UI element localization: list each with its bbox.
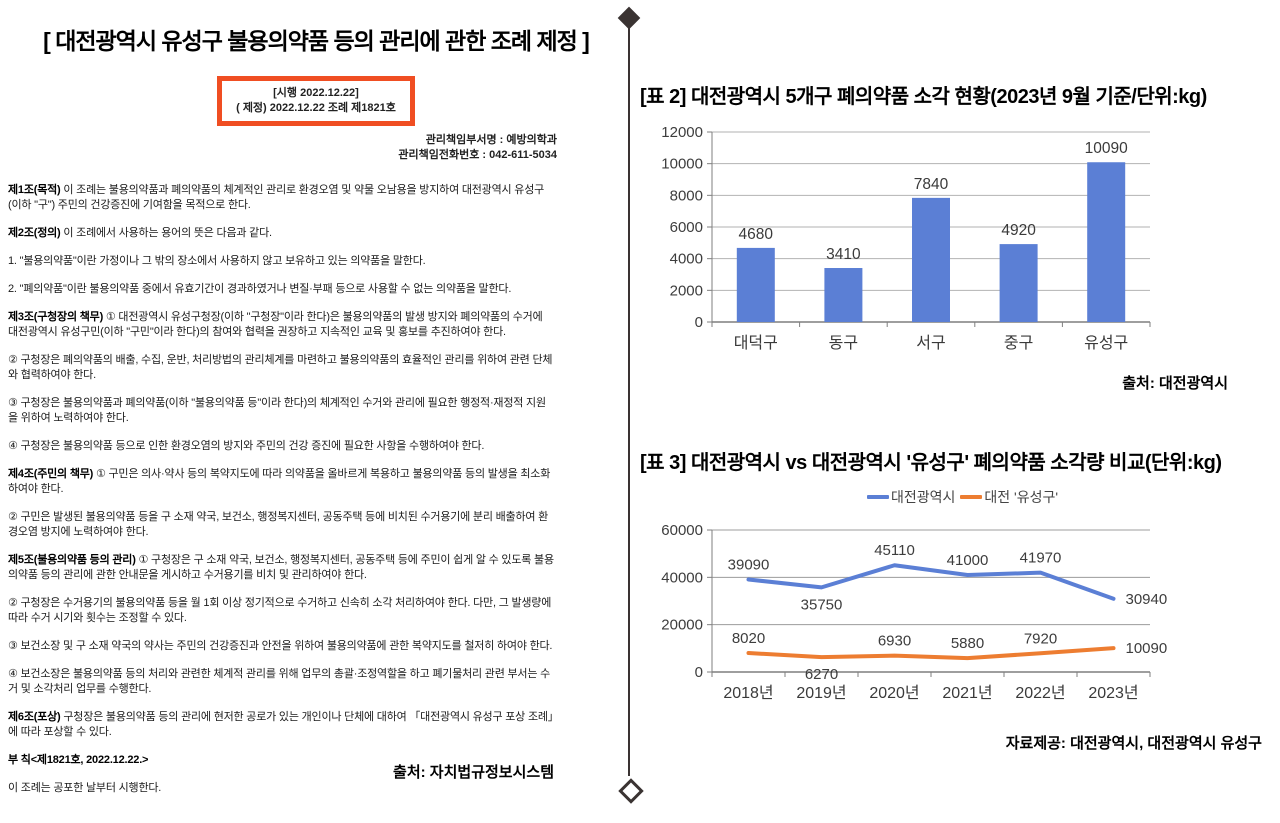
ordinance-article: 제5조(불용의약품 등의 관리) ① 구청장은 구 소재 약국, 보건소, 행정…: [8, 554, 554, 581]
line-chart-legend: 대전광역시 대전 '유성구': [640, 487, 1280, 507]
y-axis-label: 2000: [670, 282, 703, 299]
y-axis-label: 20000: [661, 617, 703, 634]
point-label: 30940: [1126, 591, 1168, 608]
bar-value-label: 4680: [739, 226, 774, 243]
y-axis-label: 4000: [670, 251, 703, 268]
divider-line: [628, 28, 630, 776]
x-axis-label: 2021년: [942, 684, 992, 702]
ordinance-document: [ 대전광역시 유성구 불용의약품 등의 관리에 관한 조례 제정 ] [시행 …: [8, 0, 624, 809]
y-axis-label: 0: [695, 664, 703, 681]
point-label: 41000: [947, 552, 989, 569]
ordinance-clause: ② 구청장은 수거용기의 불용의약품 등을 월 1회 이상 정기적으로 수거하고…: [8, 597, 552, 624]
y-axis-label: 10000: [661, 156, 703, 173]
article-label: 제6조(포상): [8, 711, 61, 723]
ordinance-clause: 1. "불용의약품"이란 가정이나 그 밖의 장소에서 사용하지 않고 보유하고…: [8, 255, 426, 267]
point-label: 6270: [805, 666, 838, 683]
x-axis-label: 서구: [916, 334, 945, 352]
ordinance-article: 제1조(목적) 이 조례는 불용의약품과 폐의약품의 체계적인 관리로 환경오염…: [8, 184, 545, 211]
y-axis-label: 6000: [670, 219, 703, 236]
ordinance-clause: ④ 보건소장은 불용의약품 등의 처리와 관련한 체계적 관리를 위해 업무의 …: [8, 668, 551, 695]
article-label: 제3조(구청장의 책무): [8, 311, 104, 323]
bar-chart-source: 출처: 대전광역시: [1122, 375, 1228, 392]
x-axis-label: 2022년: [1015, 684, 1065, 702]
point-label: 35750: [801, 596, 843, 613]
ordinance-clause: ④ 구청장은 불용의약품 등으로 인한 환경오염의 방지와 주민의 건강 증진에…: [8, 440, 485, 452]
ordinance-clause: 2. "폐의약품"이란 불용의약품 중에서 유효기간이 경과하였거나 변질·부패…: [8, 283, 512, 295]
point-label: 39090: [728, 556, 770, 573]
article-label: 부 칙<제1821호, 2022.12.22.>: [8, 754, 149, 766]
article-label: 제5조(불용의약품 등의 관리): [8, 554, 136, 566]
ordinance-clause: ③ 보건소장 및 구 소재 약국의 약사는 주민의 건강증진과 안전을 위하여 …: [8, 640, 553, 652]
legend-dash-icon: [960, 495, 983, 499]
bar-value-label: 4920: [1001, 222, 1036, 239]
point-label: 10090: [1126, 640, 1168, 657]
bar-서구: [912, 197, 950, 322]
dept-phone: 관리책임전화번호 : 042-611-5034: [398, 149, 557, 161]
stamp-line-enforce: [시행 2022.12.22]: [273, 87, 359, 99]
article-label: 제2조(정의): [8, 227, 61, 239]
article-label: 제4조(주민의 책무): [8, 468, 94, 480]
bar-동구: [824, 268, 863, 322]
document-source: 출처: 자치법규정보시스템: [393, 764, 554, 781]
y-axis-label: 40000: [661, 569, 703, 586]
bar-value-label: 7840: [914, 176, 949, 193]
x-axis-label: 유성구: [1084, 334, 1128, 352]
line-chart-title: [표 3] 대전광역시 vs 대전광역시 '유성구' 폐의약품 소각량 비교(단…: [640, 452, 1222, 474]
bar-유성구: [1087, 162, 1126, 322]
ordinance-article: 제6조(포상) 구청장은 불용의약품 등의 관리에 현저한 공로가 있는 개인이…: [8, 711, 554, 738]
x-axis-label: 대덕구: [734, 334, 778, 352]
ordinance-body: 제1조(목적) 이 조례는 불용의약품과 폐의약품의 체계적인 관리로 환경오염…: [8, 183, 554, 796]
ordinance-article: 제4조(주민의 책무) ① 구민은 의사·약사 등의 복약지도에 따라 의약품을…: [8, 468, 551, 495]
page-title: [ 대전광역시 유성구 불용의약품 등의 관리에 관한 조례 제정 ]: [43, 28, 590, 54]
bar-대덕구: [736, 247, 775, 322]
series-line-대전 '유성구': [746, 646, 1116, 661]
point-label: 7920: [1024, 630, 1057, 647]
bar-중구: [999, 244, 1038, 322]
point-label: 41970: [1020, 550, 1062, 567]
ordinance-article: 부 칙<제1821호, 2022.12.22.>: [8, 753, 554, 768]
legend-label: 대전 '유성구': [984, 489, 1059, 505]
ordinance-clause: 이 조례는 공포한 날부터 시행한다.: [8, 782, 162, 794]
line-chart-source: 자료제공: 대전광역시, 대전광역시 유성구: [1005, 735, 1262, 752]
y-axis-label: 60000: [661, 522, 703, 539]
y-axis-label: 0: [695, 314, 703, 331]
article-label: 제1조(목적): [8, 184, 61, 196]
ordinance-article: 제2조(정의) 이 조례에서 사용하는 용어의 뜻은 다음과 같다.: [8, 227, 272, 239]
point-label: 8020: [732, 630, 765, 647]
x-axis-label: 중구: [1004, 335, 1033, 352]
legend-dash-icon: [866, 495, 889, 499]
line-chart: 0 20000 40000 60000 2018년 2019년 2020년 2021년 2022…: [661, 522, 1168, 702]
ordinance-clause: ② 구청장은 폐의약품의 배출, 수집, 운반, 처리방법의 관리체계를 마련하…: [8, 354, 553, 381]
legend-label: 대전광역시: [890, 489, 956, 505]
point-label: 6930: [878, 633, 911, 650]
ordinance-clause: ② 구민은 발생된 불용의약품 등을 구 소재 약국, 보건소, 행정복지센터,…: [8, 511, 549, 538]
x-axis-label: 2019년: [796, 684, 846, 702]
x-axis-label: 2020년: [869, 684, 919, 702]
stamp-line-enacted: ( 제정) 2022.12.22 조례 제1821호: [236, 102, 396, 114]
point-label: 45110: [874, 542, 915, 559]
bar-value-label: 3410: [826, 246, 861, 263]
x-axis-label: 2023년: [1088, 684, 1138, 702]
dept-info: 관리책임부서명 : 예방의학과 관리책임전화번호 : 042-611-5034: [8, 133, 624, 163]
dept-name: 관리책임부서명 : 예방의학과: [425, 134, 557, 146]
stamp-box: [시행 2022.12.22] ( 제정) 2022.12.22 조례 제182…: [217, 76, 415, 126]
ordinance-clause: ③ 구청장은 불용의약품과 폐의약품(이하 "불용의약품 등"이라 한다)의 체…: [8, 397, 546, 424]
x-axis-label: 2018년: [723, 684, 773, 702]
point-label: 5880: [951, 635, 984, 652]
series-line-대전광역시: [746, 563, 1116, 601]
ordinance-article: 제3조(구청장의 책무) ① 대전광역시 유성구청장(이하 "구청장"이라 한다…: [8, 311, 543, 338]
bar-chart-title: [표 2] 대전광역시 5개구 폐의약품 소각 현황(2023년 9월 기준/단…: [640, 86, 1207, 108]
charts-panel: [표 2] 대전광역시 5개구 폐의약품 소각 현황(2023년 9월 기준/단…: [640, 0, 1280, 823]
bar-chart: 0 2000 4000 6000 8000 10000 12000 4680 대덕구 3410 동구…: [661, 124, 1151, 352]
x-axis-label: 동구: [829, 335, 858, 352]
y-axis-label: 12000: [661, 124, 703, 141]
y-axis-label: 8000: [670, 187, 703, 204]
bar-value-label: 10090: [1085, 140, 1128, 157]
